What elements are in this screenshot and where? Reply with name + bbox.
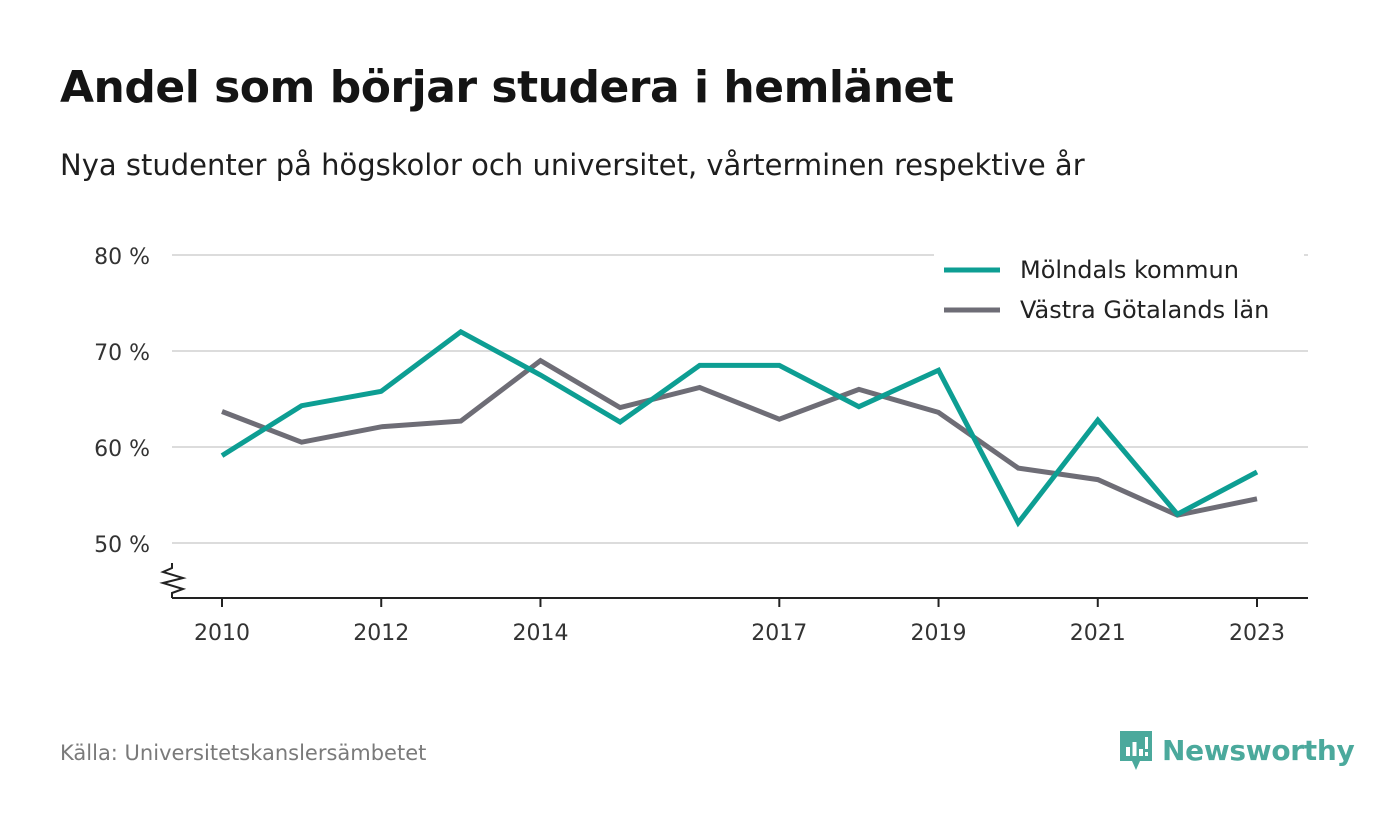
x-tick-label: 2023 xyxy=(1229,621,1285,646)
x-tick-label: 2017 xyxy=(751,621,807,646)
legend: Mölndals kommun Västra Götalands län xyxy=(934,245,1304,340)
y-tick-label: 80 % xyxy=(94,245,150,270)
series-line xyxy=(220,328,1259,528)
series xyxy=(220,328,1259,528)
y-tick-label: 60 % xyxy=(94,437,150,462)
chart-subtitle: Nya studenter på högskolor och universit… xyxy=(60,148,1085,182)
x-tick-label: 2021 xyxy=(1070,621,1126,646)
axis-break-icon xyxy=(159,563,187,598)
x-axis xyxy=(159,563,1308,599)
brand-name: Newsworthy xyxy=(1162,733,1355,767)
y-axis-ticks: 50 % 60 % 70 % 80 % xyxy=(94,245,150,558)
legend-label: Västra Götalands län xyxy=(1020,296,1269,324)
chart-title: Andel som börjar studera i hemlänet xyxy=(60,62,954,113)
legend-label: Mölndals kommun xyxy=(1020,256,1239,284)
legend-background xyxy=(934,245,1304,340)
x-tick-label: 2012 xyxy=(353,621,409,646)
source-note: Källa: Universitetskanslersämbetet xyxy=(60,741,427,765)
x-tick-label: 2014 xyxy=(512,621,568,646)
x-tick-label: 2019 xyxy=(911,621,967,646)
newsworthy-logo-icon xyxy=(1120,731,1152,770)
brand-logo[interactable]: Newsworthy xyxy=(1118,727,1355,773)
y-tick-label: 70 % xyxy=(94,341,150,366)
line-chart: 50 % 60 % 70 % 80 % 2010 2012 2014 2017 2019 202… xyxy=(94,245,1308,646)
x-axis-ticks: 2010 2012 2014 2017 2019 2021 2023 xyxy=(194,598,1285,646)
y-tick-label: 50 % xyxy=(94,533,150,558)
series-line xyxy=(221,357,1258,518)
x-tick-label: 2010 xyxy=(194,621,250,646)
